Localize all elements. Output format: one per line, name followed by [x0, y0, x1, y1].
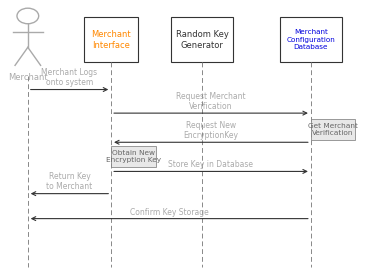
- Text: Merchant Logs
onto system: Merchant Logs onto system: [42, 68, 98, 87]
- Bar: [111, 146, 156, 167]
- Bar: [311, 119, 356, 140]
- Bar: [84, 17, 138, 62]
- Text: Request Merchant
Verification: Request Merchant Verification: [176, 92, 246, 111]
- Text: Get Merchant
Verification: Get Merchant Verification: [308, 122, 358, 136]
- Text: Obtain New
Encryption Key: Obtain New Encryption Key: [106, 150, 161, 163]
- Text: Merchant
Configuration
Database: Merchant Configuration Database: [286, 29, 335, 50]
- Text: Confirm Key Storage: Confirm Key Storage: [130, 208, 209, 217]
- Text: Store Key in Database: Store Key in Database: [168, 160, 254, 169]
- Text: Return Key
to Merchant: Return Key to Merchant: [46, 172, 93, 191]
- Text: Merchant: Merchant: [8, 73, 47, 82]
- Text: Random Key
Generator: Random Key Generator: [176, 30, 229, 50]
- Text: Request New
EncryptionKey: Request New EncryptionKey: [184, 121, 238, 140]
- Bar: [280, 17, 342, 62]
- Text: Merchant
Interface: Merchant Interface: [91, 30, 131, 50]
- Bar: [171, 17, 233, 62]
